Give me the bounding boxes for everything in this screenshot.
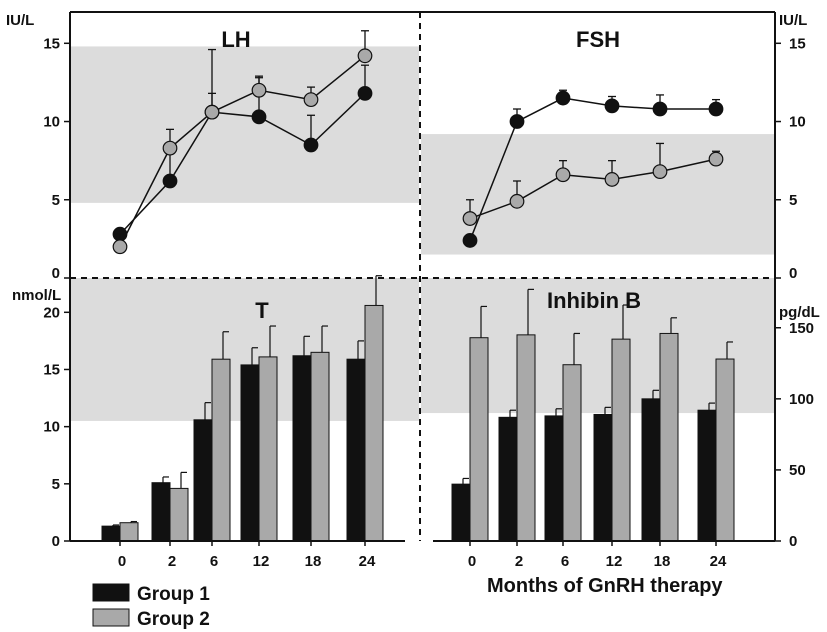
data-point-fsh-2 [462,211,478,226]
series-line-lh-1 [119,92,366,235]
y-unit-label-lh: IU/L [6,12,34,29]
x-tick-label-inhb: 2 [515,553,523,570]
panel-title-t: T [255,298,269,323]
bar-t-2 [364,304,384,542]
bar-t-1 [346,358,366,542]
bar-inhb-2 [611,338,631,542]
bar-inhb-2 [516,334,536,542]
x-tick-label-t: 24 [359,553,376,570]
bar-inhb-1 [641,398,661,542]
panel-title-fsh: FSH [576,27,620,52]
legend-label-group-2: Group 2 [137,609,210,630]
bar-t-1 [292,355,312,542]
legend: Group 1 Group 2 [92,583,210,630]
y-tick-label-inhb: 0 [789,533,797,550]
bar-t-2 [211,358,231,542]
data-point-fsh-2 [555,167,571,183]
x-tick-label-inhb: 0 [468,553,476,570]
x-tick-label-t: 18 [305,553,322,570]
x-tick-label-inhb: 12 [606,553,623,570]
y-tick-label-t: 20 [43,304,60,321]
data-point-lh-1 [357,85,373,101]
bar-inhb-2 [562,364,582,542]
x-tick-label-inhb: 6 [561,553,569,570]
data-point-fsh-1 [652,101,668,117]
x-tick-label-inhb: 24 [710,553,727,570]
y-tick-label-t: 5 [52,476,60,493]
bar-inhb-1 [697,409,717,542]
series-line-fsh-1 [469,97,716,241]
y-tick-label-fsh: 5 [789,192,797,209]
bar-t-1 [193,419,213,542]
x-axis-title: Months of GnRH therapy [487,575,723,597]
y-unit-label-t: nmol/L [12,287,61,304]
data-point-lh-1 [162,173,178,189]
data-point-lh-2 [303,92,319,108]
bar-inhb-2 [659,332,679,542]
data-point-fsh-2 [652,164,668,180]
data-point-lh-1 [251,109,267,125]
data-point-lh-1 [303,137,319,153]
data-point-lh-2 [204,104,220,120]
y-tick-label-lh: 15 [43,35,60,52]
y-tick-label-fsh: 0 [789,265,797,282]
x-tick-label-t: 2 [168,553,176,570]
normal-range-band-lh [71,46,419,203]
bar-inhb-1 [498,416,518,542]
data-point-fsh-1 [509,114,525,129]
y-unit-label-inhb: pg/dL [779,304,820,321]
data-point-fsh-2 [708,151,724,167]
y-tick-label-inhb: 100 [789,391,814,408]
y-tick-label-fsh: 10 [789,114,806,131]
data-point-fsh-1 [462,233,478,248]
data-point-lh-2 [357,48,373,64]
panel-title-inhb: Inhibin B [547,288,641,313]
series-line-lh-2 [119,55,366,248]
chart-marks [101,30,735,542]
x-tick-label-t: 0 [118,553,126,570]
bar-t-2 [310,351,330,542]
data-point-lh-2 [162,140,178,156]
data-point-lh-2 [112,239,128,255]
x-tick-label-t: 6 [210,553,218,570]
bar-t-1 [240,364,260,542]
legend-label-group-1: Group 1 [137,584,210,605]
data-point-fsh-2 [604,172,620,187]
bar-inhb-1 [593,413,613,542]
panel-title-lh: LH [221,27,250,52]
legend-swatch-group-2 [92,608,130,627]
y-unit-label-fsh: IU/L [779,12,807,29]
bar-inhb-1 [451,483,471,542]
bar-t-1 [151,482,171,542]
y-tick-label-lh: 0 [52,265,60,282]
bar-t-2 [119,522,139,542]
x-tick-label-inhb: 18 [654,553,671,570]
data-point-fsh-1 [555,90,571,106]
bar-t-1 [101,525,121,542]
bar-t-2 [258,356,278,542]
y-tick-label-inhb: 50 [789,462,806,479]
bar-inhb-2 [715,358,735,542]
bar-t-2 [169,487,189,542]
legend-swatch-group-1 [92,583,130,602]
x-tick-label-t: 12 [253,553,270,570]
data-point-lh-2 [251,82,267,98]
bar-inhb-1 [544,415,564,542]
y-tick-label-lh: 5 [52,192,60,209]
data-point-fsh-1 [708,101,724,117]
series-line-fsh-2 [469,158,717,220]
chart-frame [64,11,781,546]
y-tick-label-lh: 10 [43,114,60,131]
y-tick-label-fsh: 15 [789,35,806,52]
y-tick-label-t: 0 [52,533,60,550]
data-point-fsh-1 [604,98,620,114]
y-tick-label-inhb: 150 [789,320,814,337]
data-point-fsh-2 [509,193,525,209]
y-tick-label-t: 10 [43,419,60,436]
bar-inhb-2 [469,337,489,542]
y-tick-label-t: 15 [43,361,60,378]
